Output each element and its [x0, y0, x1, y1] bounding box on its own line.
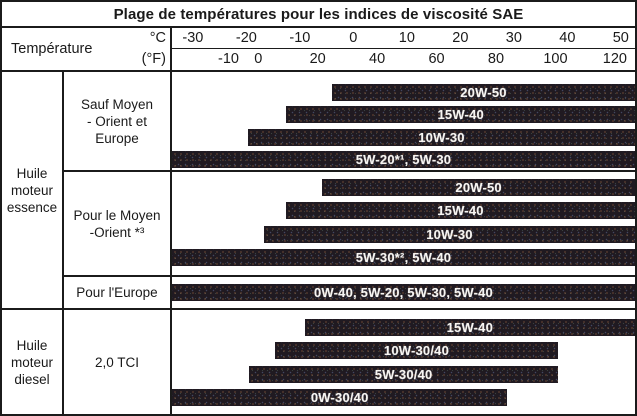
oil-type-line: Huile — [16, 165, 48, 181]
celsius-scale-row: -30 -20 -10 0 10 20 30 40 50 — [172, 28, 635, 49]
fahrenheit-tick: 60 — [428, 51, 445, 67]
bar-label: 0W-30/40 — [310, 389, 369, 405]
bar-label: 15W-40 — [446, 320, 494, 335]
category-line: -Orient *³ — [89, 224, 145, 240]
oil-type-line: Huile — [16, 337, 48, 353]
range-bar: 15W-40 — [285, 202, 635, 220]
range-bar: 20W-50 — [331, 84, 635, 101]
fahrenheit-tick: 80 — [487, 51, 505, 67]
table-row: Pour le Moyen -Orient *³ 20W-50 15W-40 10W-3… — [64, 172, 635, 277]
fahrenheit-tick: 20 — [309, 51, 326, 67]
table-body: Huile moteur essence Sauf Moyen - Orient et E… — [2, 72, 635, 414]
range-bar: 20W-50 — [322, 179, 635, 196]
oil-group: Huile moteur diesel 2,0 TCI 15W-40 10W-30/40 5… — [2, 310, 635, 414]
category-cell: Sauf Moyen - Orient et Europe — [64, 72, 172, 170]
celsius-tick: -20 — [235, 30, 257, 46]
celsius-tick: 40 — [559, 30, 576, 46]
oil-type-line: moteur — [10, 354, 54, 370]
fahrenheit-scale-row: -10 0 20 40 60 80 100 120 — [172, 49, 635, 70]
category-cell: Pour l'Europe — [64, 277, 172, 308]
bar-label: 15W-40 — [437, 203, 484, 219]
category-line: Pour l'Europe — [76, 285, 158, 300]
bar-label: 10W-30/40 — [383, 343, 450, 359]
table-row: 2,0 TCI 15W-40 10W-30/40 5W-30/40 0W-30/40 — [64, 310, 635, 414]
category-line: Pour le Moyen — [73, 207, 161, 223]
temperature-label: Température — [11, 41, 93, 57]
category-line: Sauf Moyen — [80, 96, 154, 112]
fahrenheit-tick: 0 — [254, 51, 263, 67]
temperature-scale: -30 -20 -10 0 10 20 30 40 50 -10 0 20 40 60 80 100 120 — [172, 28, 635, 70]
unit-labels: °C (°F) — [142, 28, 170, 70]
chart-cell: 0W-40, 5W-20, 5W-30, 5W-40 — [172, 277, 635, 308]
chart-cell: 15W-40 10W-30/40 5W-30/40 0W-30/40 — [172, 310, 635, 414]
oil-type-line: diesel — [14, 371, 50, 387]
table-row: Sauf Moyen - Orient et Europe 20W-50 15W-40 1… — [64, 72, 635, 172]
fahrenheit-tick: -10 — [218, 51, 239, 67]
temperature-header-cell: Température °C (°F) — [2, 28, 172, 70]
range-bar: 5W-20*¹, 5W-30 — [172, 151, 635, 169]
table-row: Pour l'Europe 0W-40, 5W-20, 5W-30, 5W-40 — [64, 277, 635, 308]
celsius-tick: 10 — [398, 30, 415, 46]
fahrenheit-tick: 40 — [369, 51, 386, 67]
oil-type-line: essence — [6, 199, 58, 215]
chart-cell: 20W-50 15W-40 10W-30 5W-30*², 5W-40 — [172, 172, 635, 275]
bar-label: 0W-40, 5W-20, 5W-30, 5W-40 — [314, 285, 493, 300]
category-cell: Pour le Moyen -Orient *³ — [64, 172, 172, 275]
category-line: 2,0 TCI — [94, 354, 140, 370]
range-bar: 15W-40 — [304, 319, 635, 336]
bar-label: 5W-30/40 — [374, 366, 433, 382]
oil-type-cell: Huile moteur diesel — [2, 310, 64, 414]
celsius-unit-label: °C — [149, 30, 166, 46]
oil-group: Huile moteur essence Sauf Moyen - Orient et E… — [2, 72, 635, 310]
bar-label: 20W-50 — [455, 180, 502, 195]
fahrenheit-unit-label: (°F) — [141, 51, 166, 67]
range-bar: 5W-30/40 — [249, 365, 559, 383]
oil-type-cell: Huile moteur essence — [2, 72, 64, 308]
axis-header: Température °C (°F) -30 -20 -10 0 10 20 30 40 50… — [2, 28, 635, 72]
bar-label: 10W-30 — [418, 129, 465, 145]
range-bar: 10W-30 — [264, 225, 635, 243]
celsius-tick: 50 — [612, 30, 629, 46]
category-cell: 2,0 TCI — [64, 310, 172, 414]
title-text: Plage de températures pour les indices d… — [113, 5, 524, 23]
celsius-tick: 30 — [505, 30, 522, 46]
celsius-tick: 20 — [452, 30, 469, 46]
bar-label: 5W-20*¹, 5W-30 — [355, 152, 452, 168]
category-line: Europe — [95, 130, 139, 146]
category-line: - Orient et — [86, 113, 148, 129]
subrow-list: Sauf Moyen - Orient et Europe 20W-50 15W-40 1… — [64, 72, 635, 308]
celsius-tick: -10 — [289, 30, 311, 46]
bar-label: 5W-30*², 5W-40 — [355, 249, 452, 265]
fahrenheit-tick: 120 — [602, 51, 627, 67]
bar-label: 20W-50 — [460, 85, 507, 100]
range-bar: 10W-30/40 — [274, 342, 559, 360]
bar-label: 10W-30 — [426, 226, 473, 242]
fahrenheit-tick: 100 — [543, 51, 568, 67]
oil-type-line: moteur — [10, 182, 54, 198]
page-title: Plage de températures pour les indices d… — [2, 2, 635, 28]
range-bar: 15W-40 — [286, 106, 635, 124]
range-bar: 0W-30/40 — [172, 388, 508, 406]
bar-label: 15W-40 — [437, 107, 484, 123]
subrow-list: 2,0 TCI 15W-40 10W-30/40 5W-30/40 0W-30/40 — [64, 310, 635, 414]
range-bar: 0W-40, 5W-20, 5W-30, 5W-40 — [172, 284, 635, 301]
celsius-tick: 0 — [349, 30, 358, 46]
chart-cell: 20W-50 15W-40 10W-30 5W-20*¹, 5W-30 — [172, 72, 635, 170]
range-bar: 5W-30*², 5W-40 — [172, 248, 635, 266]
celsius-tick: -30 — [182, 30, 204, 46]
range-bar: 10W-30 — [247, 128, 635, 146]
